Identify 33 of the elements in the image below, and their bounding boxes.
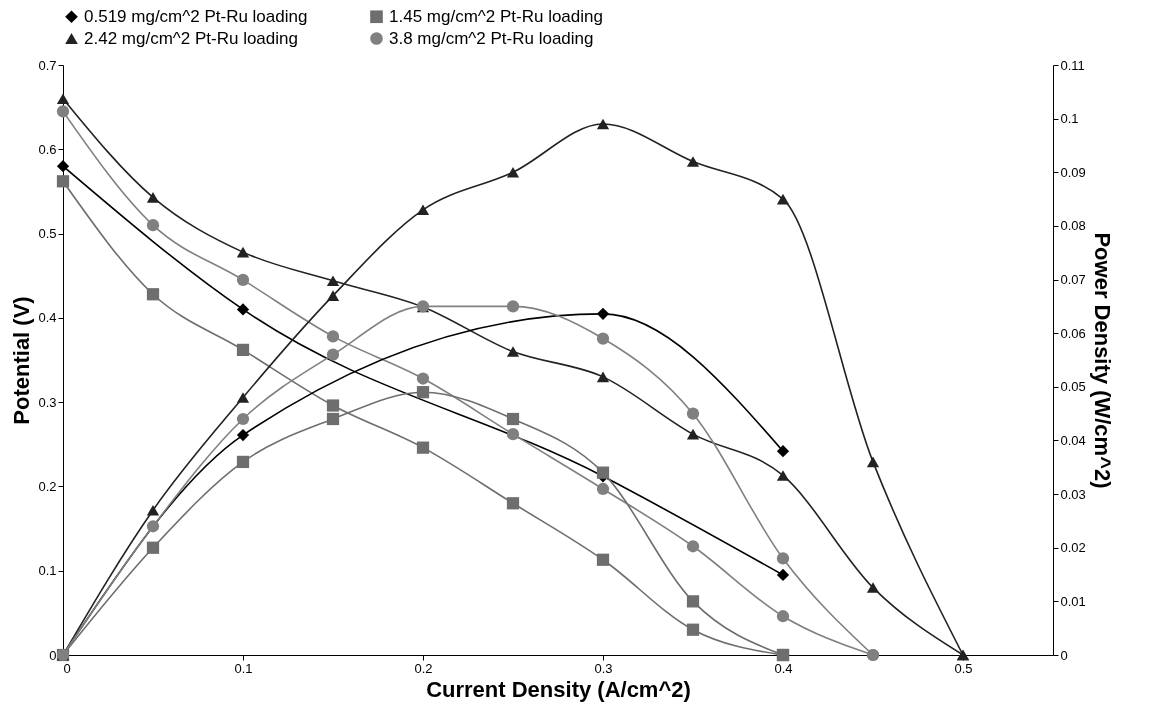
legend-label: 2.42 mg/cm^2 Pt-Ru loading <box>84 28 298 48</box>
y2-axis-title: Power Density (W/cm^2) <box>1089 232 1115 489</box>
y2-tick-label: 0.11 <box>1060 57 1085 73</box>
y2-tick-label: 0.06 <box>1060 325 1086 341</box>
y2-tick-label: 0.02 <box>1060 540 1086 556</box>
y-tick-label: 0.6 <box>38 141 57 157</box>
y2-tick-label: 0.08 <box>1060 218 1086 234</box>
y-tick-label: 0.4 <box>38 310 57 326</box>
y2-tick-label: 0.1 <box>1060 111 1079 127</box>
y-tick-label: 0.7 <box>38 57 57 73</box>
x-axis-title: Current Density (A/cm^2) <box>426 676 691 702</box>
y2-tick-label: 0.09 <box>1060 164 1086 180</box>
legend-label: 0.519 mg/cm^2 Pt-Ru loading <box>84 6 308 26</box>
y2-tick-label: 0.05 <box>1060 379 1086 395</box>
y-tick-label: 0.3 <box>38 394 57 410</box>
y-tick-label: 0 <box>49 647 57 663</box>
y2-tick-label: 0.07 <box>1060 272 1086 288</box>
y2-tick-label: 0 <box>1060 647 1068 663</box>
x-tick-label: 0.4 <box>774 660 793 676</box>
y-axis-title: Potential (V) <box>9 296 35 425</box>
x-tick-label: 0.1 <box>234 660 253 676</box>
x-tick-label: 0.2 <box>414 660 433 676</box>
y-tick-label: 0.5 <box>38 226 57 242</box>
legend-label: 1.45 mg/cm^2 Pt-Ru loading <box>389 6 603 26</box>
y2-tick-label: 0.03 <box>1060 486 1086 502</box>
x-tick-label: 0.5 <box>954 660 973 676</box>
x-tick-label: 0 <box>63 660 71 676</box>
y-tick-label: 0.1 <box>38 563 57 579</box>
y2-tick-label: 0.01 <box>1060 593 1086 609</box>
y2-tick-label: 0.04 <box>1060 432 1086 448</box>
legend-label: 3.8 mg/cm^2 Pt-Ru loading <box>389 28 594 48</box>
x-tick-label: 0.3 <box>594 660 613 676</box>
y-tick-label: 0.2 <box>38 478 57 494</box>
